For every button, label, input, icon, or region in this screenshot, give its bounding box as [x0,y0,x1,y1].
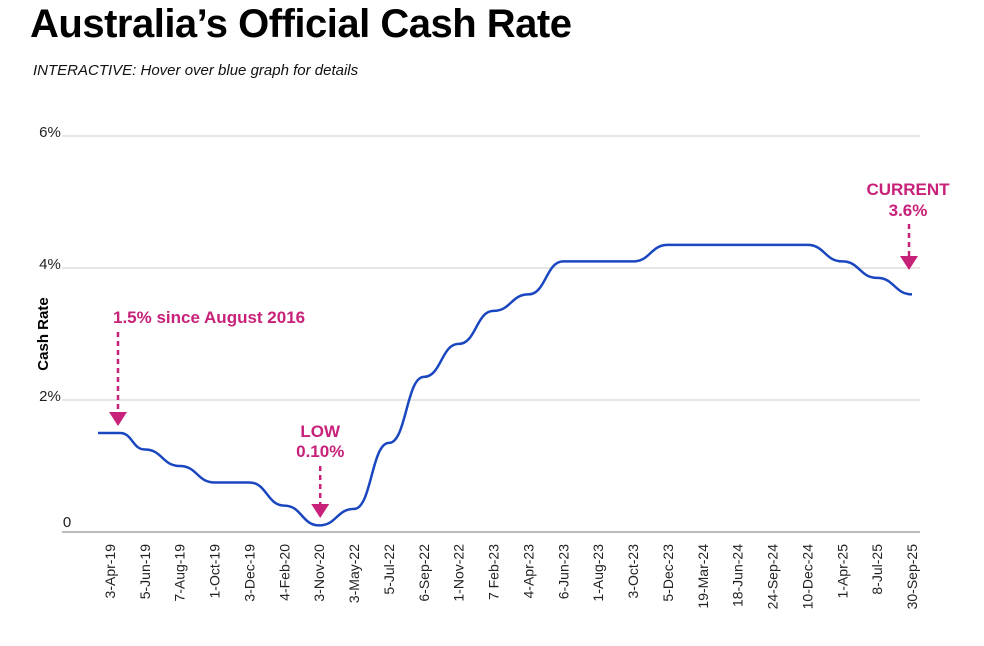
data-point [174,460,186,472]
data-point [801,239,813,251]
y-axis-label: Cash Rate [35,297,52,370]
data-point [906,288,918,300]
data-point [313,519,325,531]
data-point [592,255,604,267]
data-point [522,288,534,300]
x-tick-label: 24-Sep-24 [765,544,781,610]
data-point [662,239,674,251]
data-point [557,255,569,267]
data-point [732,239,744,251]
x-tick-label: 7 Feb-23 [486,544,502,600]
chart-title: Australia’s Official Cash Rate [30,2,572,46]
annotation-arrow-icon [311,504,330,518]
x-tick-label: 3-Oct-23 [625,544,641,599]
x-tick-label: 1-Aug-23 [590,544,606,602]
chart-subtitle: INTERACTIVE: Hover over blue graph for d… [33,62,359,79]
x-tick-label: 3-Nov-20 [311,544,327,602]
x-tick-label: 10-Dec-24 [799,544,815,610]
data-point [453,338,465,350]
data-point [243,477,255,489]
data-point [871,272,883,284]
x-tick-label: 1-Oct-19 [207,544,223,599]
annotation-arrow-icon [109,412,127,426]
data-point [278,500,290,512]
x-tick-label: 5-Jul-22 [381,544,397,595]
x-tick-label: 3-May-22 [346,544,362,603]
data-point [348,503,360,515]
x-tick-label: 4-Apr-23 [520,544,536,599]
x-tick-label: 5-Jun-19 [137,544,153,599]
x-tick-label: 8-Jul-25 [869,544,885,595]
annotation-value: 3.6% [889,201,928,220]
annotation-label: CURRENT [866,180,950,199]
x-tick-label: 1-Nov-22 [451,544,467,602]
data-point [139,444,151,456]
data-point [697,239,709,251]
data-point [488,305,500,317]
data-point [383,437,395,449]
x-tick-label: 7-Aug-19 [172,544,188,602]
x-tick-label: 6-Jun-23 [555,544,571,599]
y-tick-label: 6% [39,124,61,141]
x-tick-label: 3-Dec-19 [241,544,257,602]
data-point [104,427,116,439]
data-point [209,477,221,489]
x-tick-label: 3-Apr-19 [102,544,118,599]
x-tick-label: 1-Apr-25 [834,544,850,599]
x-tick-label: 18-Jun-24 [730,544,746,607]
y-tick-label: 4% [39,256,61,273]
data-point [767,239,779,251]
data-point [836,255,848,267]
annotation-label: LOW [300,422,341,441]
series-line-cash-rate [98,243,913,527]
x-tick-label: 4-Feb-20 [276,544,292,601]
y-tick-label: 0 [63,514,71,531]
data-point [627,255,639,267]
annotation-label: 1.5% since August 2016 [113,308,305,327]
x-tick-label: 30-Sep-25 [904,544,920,610]
annotation-value: 0.10% [296,442,344,461]
x-tick-label: 19-Mar-24 [695,544,711,609]
data-point [418,371,430,383]
x-tick-label: 6-Sep-22 [416,544,432,602]
y-tick-label: 2% [39,388,61,405]
x-tick-label: 5-Dec-23 [660,544,676,602]
annotation-arrow-icon [900,256,918,270]
